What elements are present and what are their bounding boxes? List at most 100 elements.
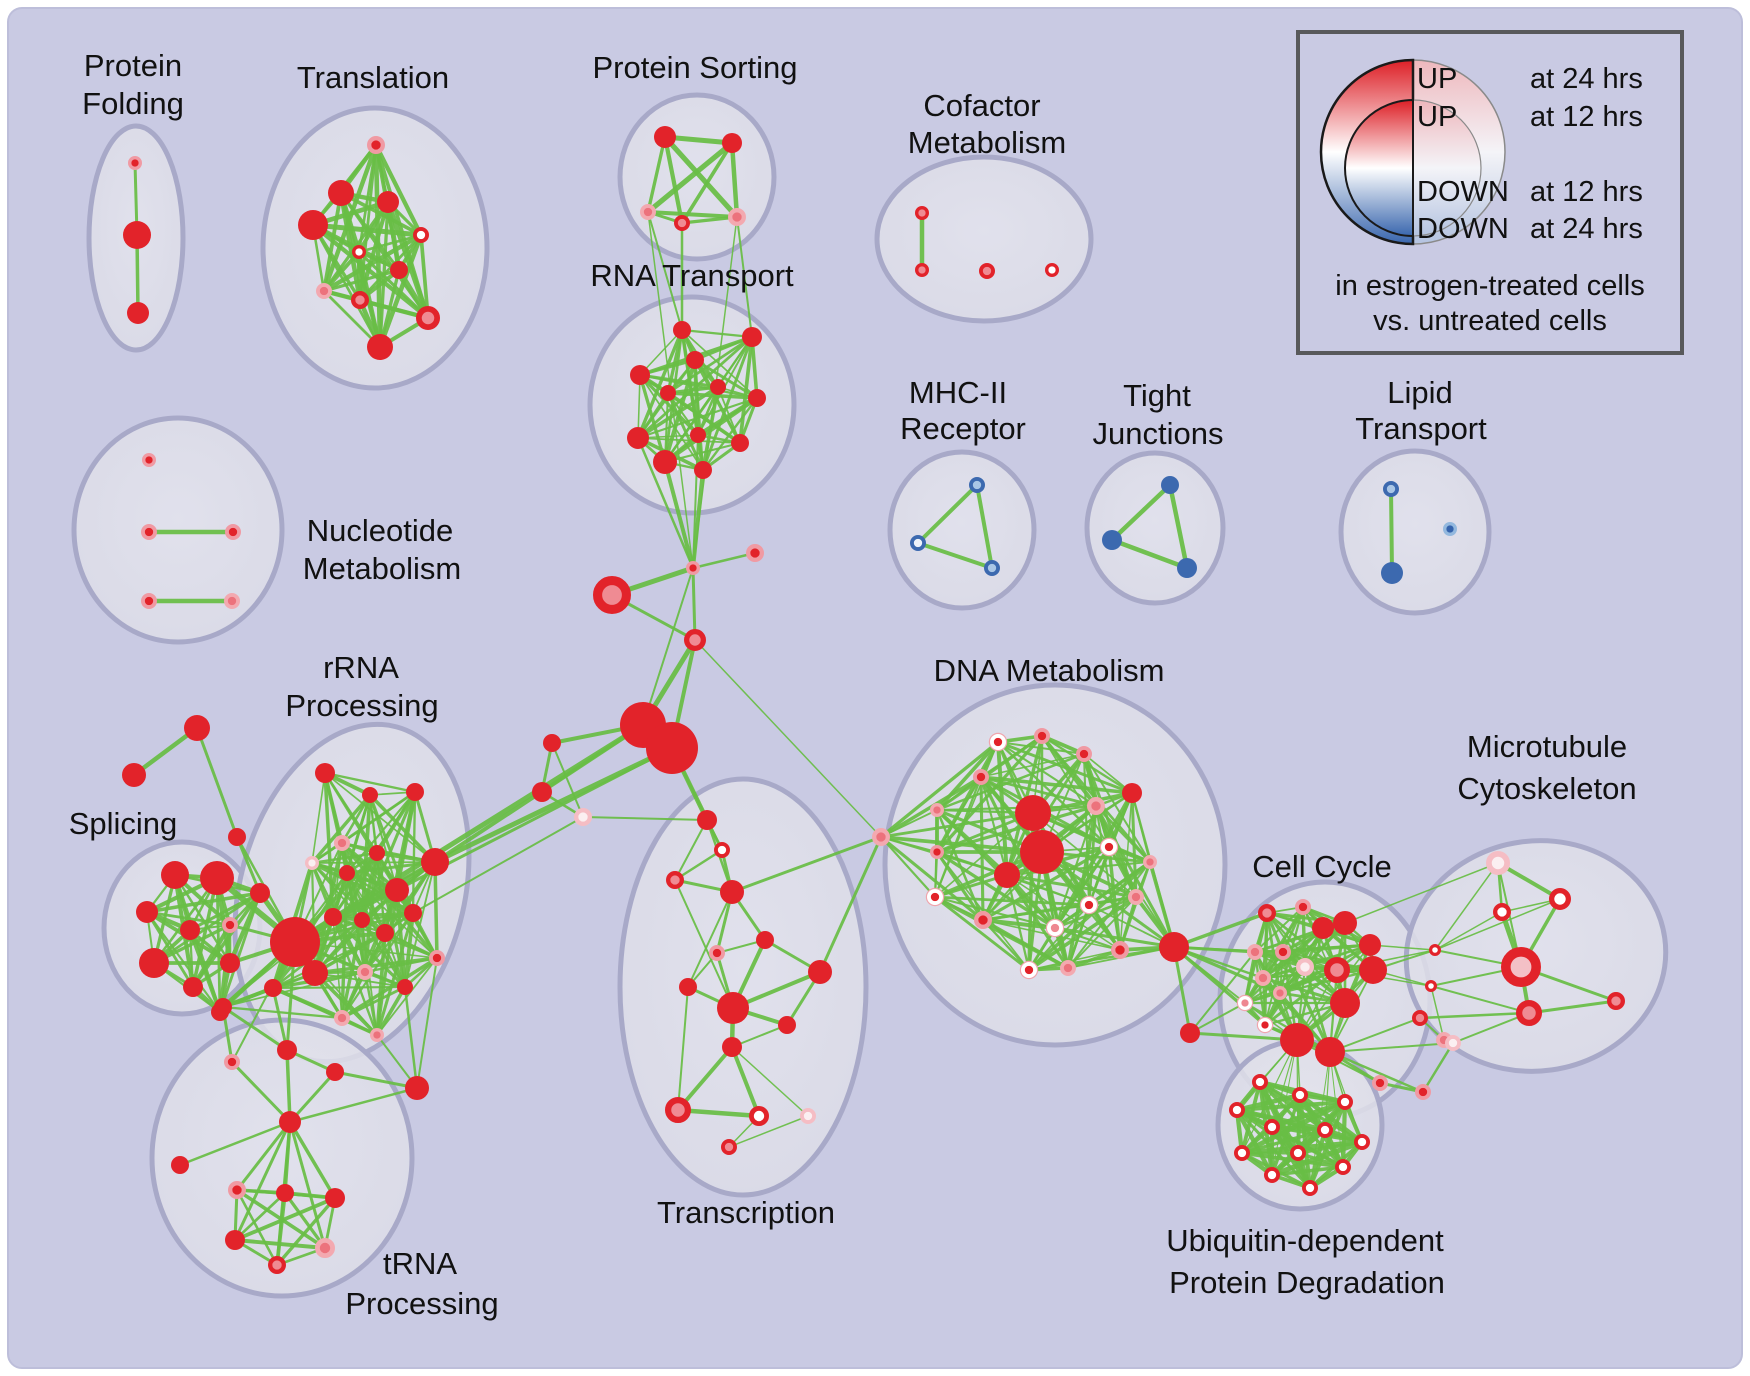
network-node	[720, 1139, 737, 1156]
network-node	[1180, 1023, 1200, 1043]
network-node	[914, 262, 929, 277]
network-node	[1424, 979, 1437, 992]
network-node	[139, 948, 169, 978]
edge	[233, 1196, 337, 1242]
cluster-label-protein-folding: Protein	[84, 48, 182, 83]
network-node	[646, 722, 698, 774]
network-node	[1372, 1075, 1389, 1092]
edge	[981, 918, 1070, 970]
network-node	[573, 807, 592, 826]
edge	[981, 918, 1031, 972]
network-node	[1247, 943, 1264, 960]
network-node	[673, 214, 690, 231]
network-node	[1015, 795, 1051, 831]
edge	[667, 392, 699, 436]
network-node	[1275, 943, 1292, 960]
edge	[1336, 949, 1436, 971]
edge	[385, 199, 431, 321]
edge	[313, 956, 439, 975]
edge	[582, 816, 708, 821]
network-node	[264, 979, 282, 997]
legend-circle-inner-right	[1412, 99, 1482, 237]
edge	[1094, 804, 1152, 864]
edge	[1067, 896, 1137, 969]
edge	[996, 740, 1098, 808]
edge	[433, 860, 439, 960]
network-node	[1486, 851, 1511, 876]
network-node	[973, 910, 992, 929]
network-node	[339, 865, 355, 881]
cluster-ellipse-protein-sorting	[617, 92, 777, 262]
edge	[1329, 1042, 1454, 1053]
network-node	[1383, 481, 1400, 498]
edge	[310, 851, 379, 865]
network-node	[660, 385, 676, 401]
edge	[662, 134, 685, 226]
cluster-label-ubiquitin-degradation: Ubiquitin-dependent	[1166, 1223, 1444, 1258]
legend-time-label: at 24 hrs	[1530, 63, 1643, 95]
network-node	[745, 543, 764, 562]
edge	[235, 1120, 292, 1192]
edge	[332, 842, 343, 918]
edge	[1053, 791, 1134, 930]
edge	[310, 222, 431, 321]
network-node	[926, 888, 943, 905]
network-node	[1229, 1102, 1246, 1119]
network-node	[722, 1037, 742, 1057]
cluster-label-rrna-processing: Processing	[285, 688, 438, 723]
edge	[1109, 482, 1173, 543]
edge	[639, 329, 683, 376]
network-node	[140, 592, 157, 609]
cluster-label-protein-folding: Folding	[82, 86, 184, 121]
edge	[191, 891, 262, 989]
edge	[981, 918, 1057, 930]
edge	[1241, 1039, 1298, 1154]
edge	[1189, 1002, 1246, 1034]
network-node	[543, 734, 561, 752]
edge	[637, 437, 741, 444]
network-node	[334, 1009, 351, 1026]
network-node	[416, 306, 441, 331]
network-node	[720, 880, 744, 904]
network-node	[369, 845, 385, 861]
network-node	[1295, 898, 1312, 915]
network-node	[1515, 999, 1542, 1026]
edge	[375, 985, 407, 1037]
edge	[879, 835, 985, 922]
network-node	[367, 136, 386, 155]
cluster-label-microtubule-cytoskeleton: Cytoskeleton	[1457, 771, 1636, 806]
network-node	[1292, 1087, 1309, 1104]
edge	[357, 233, 423, 254]
network-node	[298, 210, 328, 240]
edge	[936, 776, 982, 853]
edge	[1434, 862, 1499, 951]
edge	[1452, 1012, 1530, 1044]
edge	[736, 216, 753, 338]
edge	[288, 1120, 327, 1250]
edge	[1119, 792, 1133, 951]
network-node	[592, 575, 631, 614]
network-node	[127, 155, 142, 170]
edge	[1172, 945, 1267, 1027]
cluster-label-rna-transport: RNA Transport	[590, 258, 794, 293]
edge	[691, 468, 705, 570]
network-node	[1255, 969, 1272, 986]
network-node	[314, 1238, 335, 1259]
network-node	[1428, 943, 1441, 956]
network-node	[180, 920, 200, 940]
network-node	[324, 908, 342, 926]
edge	[666, 391, 759, 400]
edge	[673, 848, 724, 882]
network-node	[1315, 1037, 1345, 1067]
edge	[1389, 487, 1394, 575]
legend-note: in estrogen-treated cells	[1335, 270, 1645, 302]
network-node	[1047, 919, 1064, 936]
edge	[283, 1191, 327, 1250]
network-node	[228, 828, 246, 846]
network-node	[184, 715, 210, 741]
edge	[933, 895, 1091, 907]
edge	[1005, 860, 1152, 877]
network-node	[722, 133, 742, 153]
network-node	[778, 1016, 796, 1034]
